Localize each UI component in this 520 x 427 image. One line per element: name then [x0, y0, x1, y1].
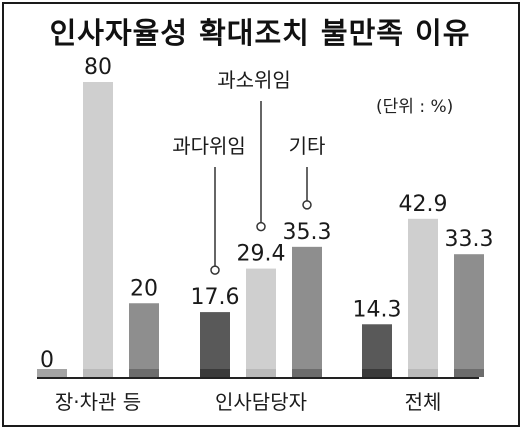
- unit-label: (단위 : %): [376, 97, 454, 117]
- bar-2-1: [408, 218, 438, 377]
- category-label-1: 인사담당자: [215, 390, 307, 414]
- value-label-2-2: 33.3: [445, 227, 494, 252]
- bar-1-2: [292, 246, 322, 377]
- bar-0-1: [83, 82, 113, 377]
- value-label-0-1: 80: [84, 55, 112, 80]
- callout-dot-0: [210, 265, 220, 275]
- bar-base-1-2: [292, 369, 322, 377]
- bar-1-0: [200, 312, 230, 377]
- bar-base-1-1: [246, 369, 276, 377]
- bar-base-0-2: [129, 369, 159, 377]
- bar-base-0-0: [37, 369, 67, 377]
- chart-title: 인사자율성 확대조치 불만족 이유: [49, 16, 471, 50]
- value-label-0-0: 0: [40, 348, 54, 373]
- bar-base-2-0: [362, 369, 392, 377]
- value-label-0-2: 20: [130, 276, 158, 301]
- legend-label-1: 과소위임: [217, 68, 291, 92]
- callout-dot-2: [302, 200, 312, 210]
- category-label-2: 전체: [405, 390, 442, 414]
- value-label-1-1: 29.4: [237, 242, 286, 267]
- bar-base-2-1: [408, 369, 438, 377]
- value-label-2-1: 42.9: [399, 192, 448, 217]
- bar-0-2: [129, 303, 159, 377]
- category-label-0: 장·차관 등: [55, 390, 141, 414]
- value-label-2-0: 14.3: [353, 297, 402, 322]
- value-label-1-2: 35.3: [283, 220, 332, 245]
- bar-1-1: [246, 268, 276, 377]
- bar-2-0: [362, 324, 392, 377]
- legend-label-2: 기타: [289, 134, 326, 158]
- bar-2-2: [454, 254, 484, 377]
- legend-label-0: 과다위임: [172, 134, 246, 158]
- callout-dot-1: [256, 221, 266, 232]
- value-label-1-0: 17.6: [191, 285, 240, 310]
- bar-base-1-0: [200, 369, 230, 377]
- x-axis: [37, 377, 479, 379]
- bar-base-0-1: [83, 369, 113, 377]
- bar-base-2-2: [454, 369, 484, 377]
